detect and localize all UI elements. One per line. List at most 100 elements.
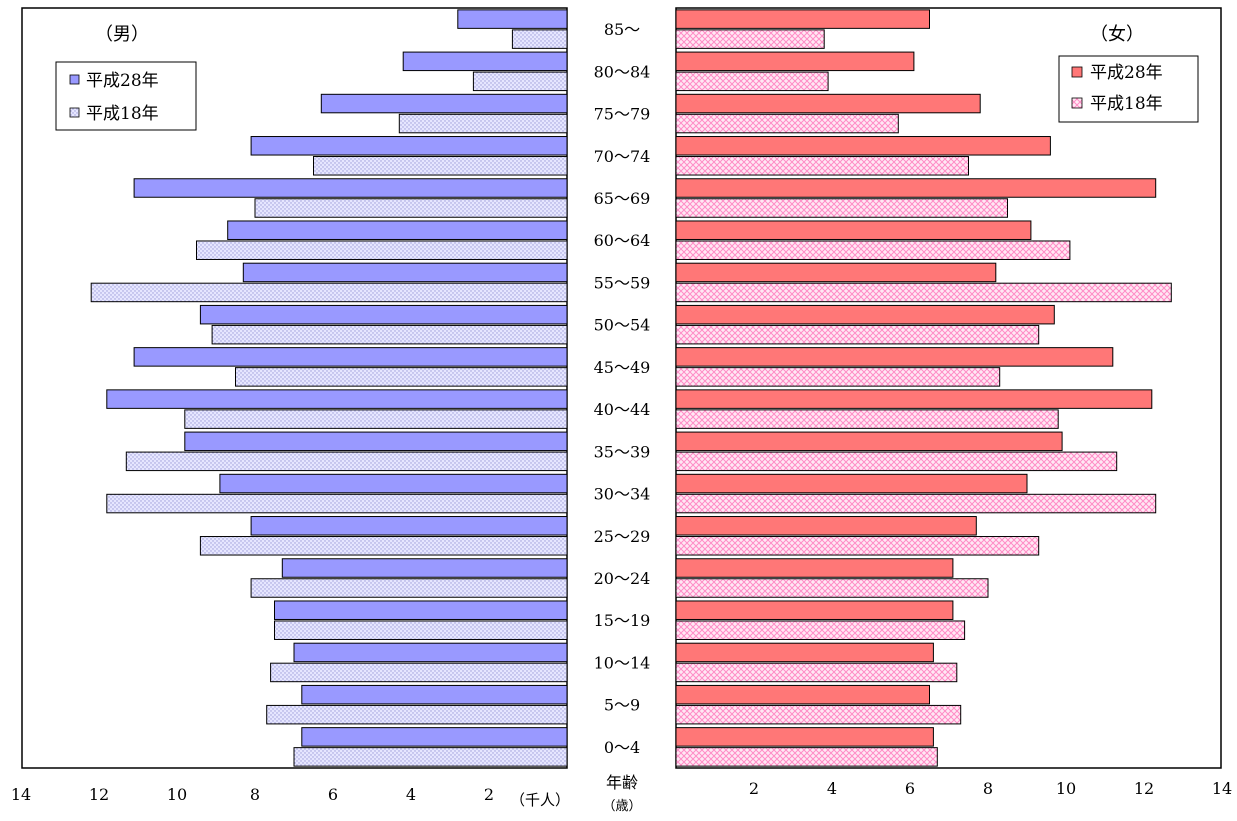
male-tick-2: 2 xyxy=(484,785,494,804)
female-tick-2: 2 xyxy=(749,779,759,798)
male-bar-h18-7 xyxy=(125,451,568,472)
female-bar-h18-13 xyxy=(675,198,1008,218)
male-bars xyxy=(90,9,568,767)
female-axis-ticks: 2 4 6 8 10 12 14 xyxy=(749,779,1232,798)
male-bar-h28-17 xyxy=(457,9,568,29)
female-bar-h18-2 xyxy=(675,662,958,683)
male-bar-h18-10 xyxy=(211,324,568,345)
age-label-17: 85～ xyxy=(604,20,640,39)
female-bar-h18-6 xyxy=(675,493,1157,514)
male-tick-14: 14 xyxy=(11,785,31,804)
male-bar-h18-11 xyxy=(90,282,568,303)
male-bar-h28-8 xyxy=(106,389,568,409)
male-bar-h28-12 xyxy=(227,220,568,240)
female-tick-8: 8 xyxy=(983,779,993,798)
female-bar-h18-11 xyxy=(675,282,1172,303)
male-panel-title: （男） xyxy=(95,24,149,45)
age-label-2: 10～14 xyxy=(594,653,651,672)
female-panel-title: （女） xyxy=(1090,24,1144,45)
male-bar-h18-5 xyxy=(199,536,568,556)
age-label-6: 30～34 xyxy=(594,485,651,504)
female-bar-h28-9 xyxy=(675,347,1114,367)
female-bar-h18-15 xyxy=(675,113,899,134)
age-label-14: 70～74 xyxy=(594,147,651,166)
age-label-15: 75～79 xyxy=(594,105,651,124)
female-bar-h18-8 xyxy=(675,409,1059,429)
age-label-5: 25～29 xyxy=(594,527,651,546)
female-legend-swatch-h28 xyxy=(1071,66,1083,78)
age-axis-label: 年齢 xyxy=(606,773,638,792)
male-tick-4: 4 xyxy=(406,785,416,804)
female-bar-h28-6 xyxy=(675,473,1028,494)
male-bar-h18-0 xyxy=(293,747,568,767)
female-legend-label-h18: 平成18年 xyxy=(1090,94,1163,114)
age-label-10: 50～54 xyxy=(594,316,651,335)
female-bar-h28-8 xyxy=(675,389,1153,409)
female-bar-h28-12 xyxy=(675,220,1032,240)
male-bar-h28-0 xyxy=(301,727,568,747)
female-bar-h28-1 xyxy=(675,684,930,705)
male-bar-h28-11 xyxy=(242,262,568,283)
male-legend-box xyxy=(55,61,197,131)
male-legend-swatch-h28 xyxy=(69,74,80,85)
male-tick-8: 8 xyxy=(250,785,260,804)
female-bar-h18-1 xyxy=(675,704,962,725)
male-bar-h28-4 xyxy=(281,558,568,578)
female-bar-h28-15 xyxy=(675,93,981,114)
male-bar-h28-6 xyxy=(219,473,568,494)
age-label-1: 5～9 xyxy=(604,696,640,715)
age-label-7: 35～39 xyxy=(594,442,651,461)
female-tick-6: 6 xyxy=(905,779,915,798)
female-bar-h28-16 xyxy=(675,51,915,72)
female-bar-h28-3 xyxy=(675,600,954,620)
male-bar-h28-7 xyxy=(184,431,568,452)
male-panel: （男） 平成28年 平成18年 2 4 6 8 10 12 14 （千人） xyxy=(11,7,570,809)
age-label-9: 45～49 xyxy=(594,358,651,377)
female-bars xyxy=(675,9,1172,767)
female-bar-h18-16 xyxy=(675,71,829,92)
male-bar-h28-13 xyxy=(133,178,568,198)
female-bar-h28-7 xyxy=(675,431,1063,452)
male-bar-h18-13 xyxy=(254,198,568,218)
female-bar-h18-4 xyxy=(675,578,989,598)
female-bar-h18-17 xyxy=(675,29,825,49)
female-bar-h28-17 xyxy=(675,9,930,29)
male-bar-h18-4 xyxy=(250,578,568,598)
age-axis-unit: （歳） xyxy=(602,799,641,814)
female-tick-4: 4 xyxy=(827,779,837,798)
female-bar-h18-3 xyxy=(675,620,966,640)
male-bar-h18-9 xyxy=(235,367,568,387)
female-legend-swatch-h18 xyxy=(1071,97,1083,109)
male-legend-label-h28: 平成28年 xyxy=(86,71,159,91)
age-label-4: 20～24 xyxy=(594,569,651,588)
age-label-13: 65～69 xyxy=(594,189,651,208)
female-bar-h18-0 xyxy=(675,747,938,767)
male-bar-h18-3 xyxy=(274,620,568,640)
male-legend-swatch-h18 xyxy=(69,107,80,118)
male-bar-h28-2 xyxy=(293,642,568,663)
male-bar-h28-14 xyxy=(250,136,568,156)
female-tick-10: 10 xyxy=(1056,779,1076,798)
age-label-0: 0～4 xyxy=(604,738,640,757)
age-label-3: 15～19 xyxy=(594,611,651,630)
female-bar-h18-9 xyxy=(675,367,1001,387)
female-tick-14: 14 xyxy=(1212,779,1232,798)
male-bar-h28-1 xyxy=(301,684,568,705)
female-plot-frame xyxy=(675,7,1222,769)
female-bar-h28-0 xyxy=(675,727,934,747)
female-bar-h18-7 xyxy=(675,451,1118,472)
age-labels: 0～4 5～9 10～14 15～19 20～24 25～29 30～34 35～39 40～4… xyxy=(594,20,651,757)
age-label-16: 80～84 xyxy=(594,62,651,81)
male-axis-ticks: 2 4 6 8 10 12 14 xyxy=(11,785,494,804)
male-bar-h18-16 xyxy=(472,71,568,92)
male-bar-h18-15 xyxy=(398,113,568,134)
female-bar-h28-5 xyxy=(675,516,977,536)
female-tick-12: 12 xyxy=(1134,779,1154,798)
female-legend-label-h28: 平成28年 xyxy=(1090,63,1163,83)
female-bar-h18-10 xyxy=(675,324,1040,345)
female-bar-h28-4 xyxy=(675,558,954,578)
male-bar-h18-17 xyxy=(511,29,568,49)
male-bar-h18-2 xyxy=(270,662,568,683)
male-bar-h18-6 xyxy=(106,493,568,514)
